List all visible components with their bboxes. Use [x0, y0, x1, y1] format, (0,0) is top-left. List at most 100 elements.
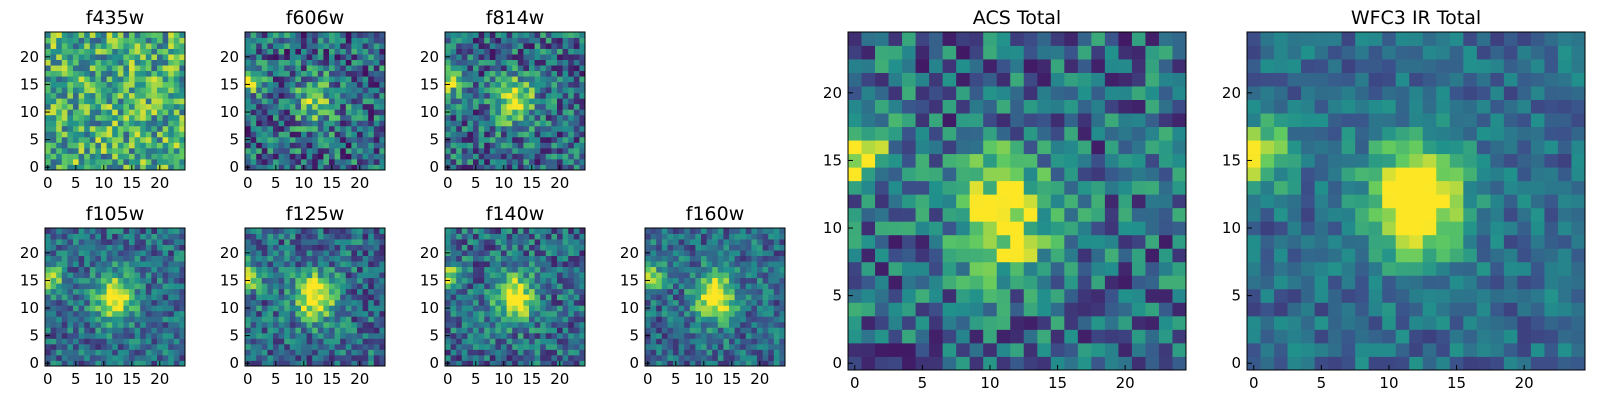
heatmap-cell: [157, 288, 163, 295]
heatmap-cell: [329, 349, 335, 356]
heatmap-cell: [678, 338, 685, 345]
heatmap-cell: [1131, 329, 1146, 344]
heatmap-cell: [261, 239, 268, 245]
heatmap-cell: [467, 98, 474, 105]
heatmap-cell: [1010, 126, 1025, 141]
heatmap-cell: [450, 321, 457, 328]
heatmap-cell: [179, 98, 186, 105]
heatmap-cell: [762, 266, 769, 273]
heatmap-cell: [140, 120, 147, 127]
heatmap-cell: [517, 136, 524, 143]
heatmap-cell: [245, 59, 251, 66]
heatmap-cell: [501, 109, 507, 116]
heatmap-cell: [134, 316, 141, 323]
heatmap-cell: [101, 76, 107, 83]
heatmap-cell: [495, 114, 502, 121]
heatmap-cell: [84, 158, 91, 165]
heatmap-cell: [1077, 275, 1092, 290]
heatmap-cell: [145, 277, 152, 284]
heatmap-cell: [362, 305, 369, 312]
heatmap-cell: [117, 228, 124, 234]
heatmap-cell: [317, 136, 324, 143]
heatmap-cell: [278, 43, 285, 49]
heatmap-cell: [278, 103, 285, 110]
heatmap-cell: [123, 349, 130, 356]
heatmap-cell: [501, 316, 507, 323]
heatmap-cell: [312, 109, 319, 116]
heatmap-cell: [534, 283, 541, 290]
heatmap-cell: [289, 255, 296, 262]
heatmap-cell: [362, 54, 369, 60]
heatmap-cell: [557, 244, 563, 251]
heatmap-cell: [650, 327, 657, 334]
heatmap-cell: [1050, 207, 1065, 222]
heatmap-cell: [902, 180, 916, 195]
heatmap-cell: [162, 70, 169, 77]
heatmap-cell: [301, 103, 307, 110]
x-tick-label: 15: [522, 370, 541, 388]
heatmap-cell: [942, 248, 957, 263]
heatmap-cell: [848, 329, 862, 344]
heatmap-cell: [267, 136, 274, 143]
heatmap-cell: [278, 48, 285, 55]
heatmap-cell: [373, 54, 380, 60]
heatmap-cell: [373, 76, 380, 83]
heatmap-cell: [969, 140, 984, 155]
heatmap-cell: [45, 354, 51, 361]
heatmap-cell: [373, 288, 380, 295]
heatmap-cell: [529, 239, 535, 245]
heatmap-cell: [473, 255, 479, 262]
heatmap-cell: [145, 109, 152, 116]
heatmap-cell: [245, 32, 251, 38]
heatmap-cell: [450, 244, 457, 251]
heatmap-cell: [473, 87, 479, 94]
heatmap-cell: [301, 261, 307, 268]
heatmap-cell: [557, 354, 563, 361]
heatmap-cell: [267, 283, 274, 290]
heatmap-cell: [312, 305, 319, 312]
heatmap-cell: [351, 233, 358, 240]
heatmap-cell: [557, 92, 563, 99]
heatmap-cell: [684, 272, 691, 279]
heatmap-cell: [695, 343, 702, 350]
heatmap-cell: [312, 81, 319, 88]
heatmap-cell: [267, 114, 274, 121]
heatmap-cell: [89, 65, 96, 72]
x-tick-label: 20: [750, 370, 769, 388]
heatmap-cell: [289, 349, 296, 356]
heatmap-cell: [461, 277, 468, 284]
heatmap-cell: [501, 250, 507, 256]
heatmap-cell: [573, 305, 580, 312]
heatmap-cell: [888, 126, 903, 141]
heatmap-cell: [45, 244, 51, 251]
heatmap-cell: [551, 48, 558, 55]
heatmap-cell: [78, 59, 85, 66]
y-tick-label: 20: [20, 48, 39, 66]
heatmap-cell: [1064, 329, 1079, 344]
heatmap-cell: [501, 70, 507, 77]
heatmap-cell: [323, 299, 330, 306]
heatmap-cell: [273, 294, 279, 301]
heatmap-cell: [456, 244, 463, 251]
heatmap-cell: [50, 343, 57, 350]
heatmap-cell: [461, 255, 468, 262]
heatmap-cell: [117, 136, 124, 143]
heatmap-cell: [757, 354, 763, 361]
heatmap-cell: [145, 43, 152, 49]
heatmap-cell: [261, 120, 268, 127]
heatmap-cell: [684, 239, 691, 245]
heatmap-cell: [573, 70, 580, 77]
heatmap-cell: [317, 327, 324, 334]
heatmap-cell: [673, 343, 679, 350]
heatmap-cell: [256, 288, 263, 295]
heatmap-cell: [1064, 275, 1079, 290]
heatmap-cell: [129, 310, 135, 317]
heatmap-cell: [362, 299, 369, 306]
heatmap-cell: [678, 228, 685, 234]
heatmap-cell: [579, 277, 586, 284]
heatmap-cell: [306, 114, 313, 121]
heatmap-cell: [573, 114, 580, 121]
heatmap-cell: [295, 109, 302, 116]
heatmap-cell: [1158, 288, 1173, 303]
heatmap-cell: [568, 288, 575, 295]
